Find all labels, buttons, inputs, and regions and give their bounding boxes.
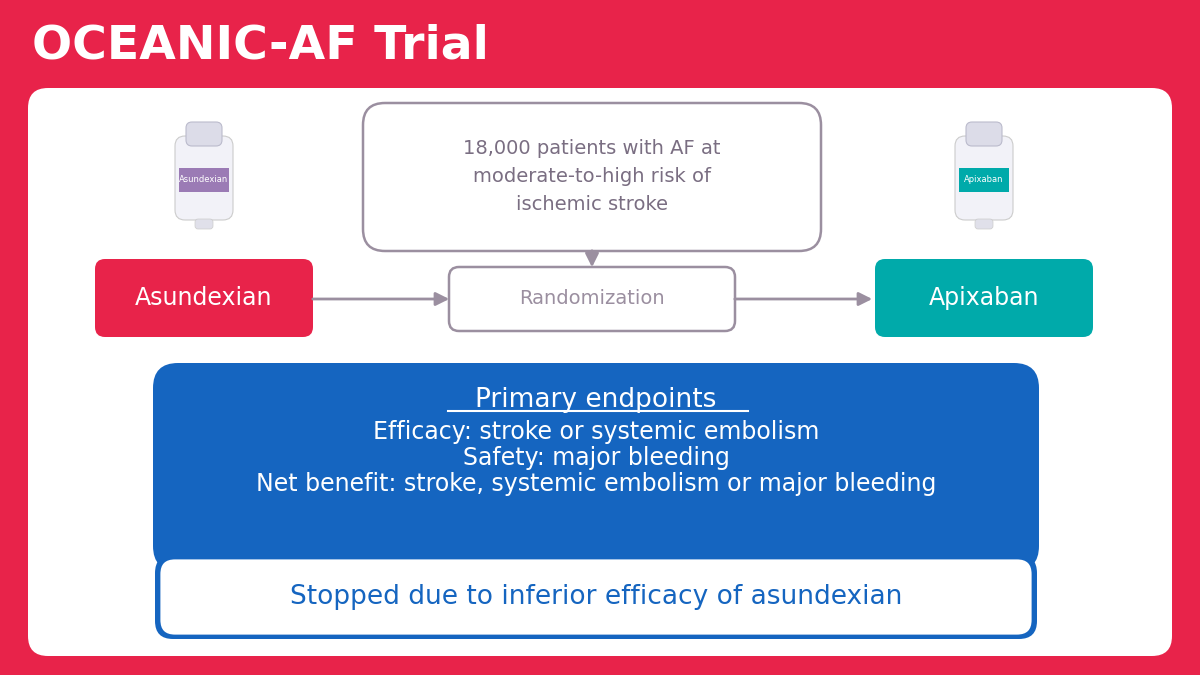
Text: Efficacy: stroke or systemic embolism: Efficacy: stroke or systemic embolism [373,420,820,444]
FancyBboxPatch shape [966,122,1002,146]
FancyBboxPatch shape [186,122,222,146]
Text: Primary endpoints: Primary endpoints [475,387,716,413]
Text: Apixaban: Apixaban [929,286,1039,310]
Text: Randomization: Randomization [520,290,665,308]
Text: Safety: major bleeding: Safety: major bleeding [462,446,730,470]
FancyBboxPatch shape [364,103,821,251]
FancyBboxPatch shape [194,219,214,229]
FancyBboxPatch shape [179,168,229,192]
FancyBboxPatch shape [95,259,313,337]
FancyBboxPatch shape [155,555,1037,639]
FancyBboxPatch shape [875,259,1093,337]
FancyBboxPatch shape [959,168,1009,192]
FancyBboxPatch shape [0,0,1200,78]
FancyBboxPatch shape [28,88,1172,656]
Text: Asundexian: Asundexian [179,176,229,184]
Text: Stopped due to inferior efficacy of asundexian: Stopped due to inferior efficacy of asun… [290,584,902,610]
FancyBboxPatch shape [175,136,233,220]
Text: Apixaban: Apixaban [965,176,1003,184]
Text: 18,000 patients with AF at
moderate-to-high risk of
ischemic stroke: 18,000 patients with AF at moderate-to-h… [463,140,721,215]
FancyBboxPatch shape [449,267,734,331]
FancyBboxPatch shape [154,363,1039,571]
FancyBboxPatch shape [158,558,1033,636]
Text: Net benefit: stroke, systemic embolism or major bleeding: Net benefit: stroke, systemic embolism o… [256,472,936,496]
Text: Asundexian: Asundexian [136,286,272,310]
Text: OCEANIC-AF Trial: OCEANIC-AF Trial [32,24,488,68]
FancyBboxPatch shape [974,219,994,229]
FancyBboxPatch shape [955,136,1013,220]
